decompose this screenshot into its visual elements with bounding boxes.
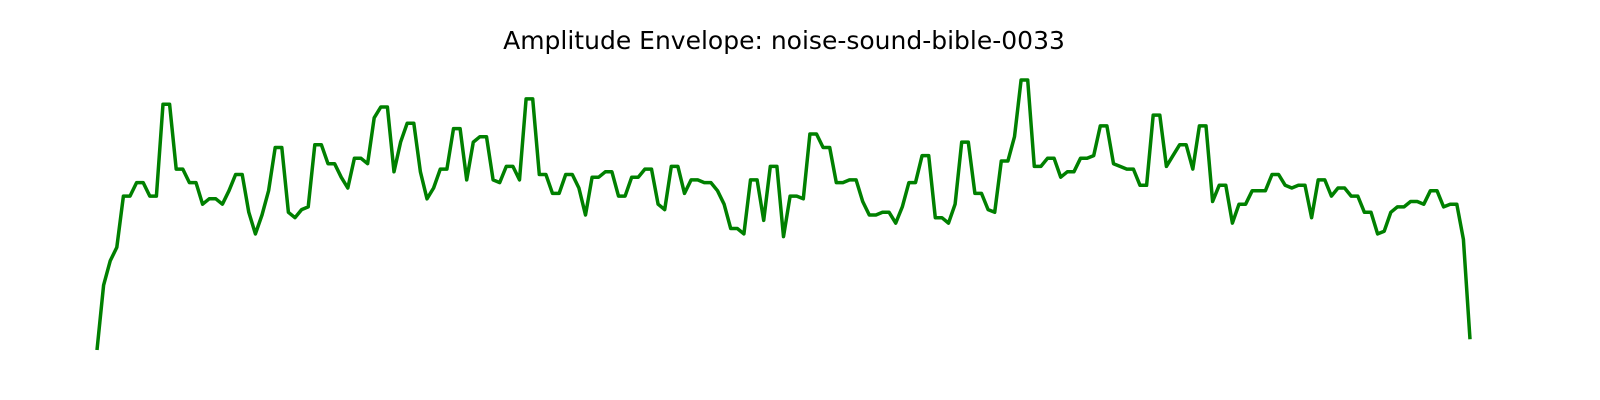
amplitude-line: [95, 78, 1472, 351]
chart-title: Amplitude Envelope: noise-sound-bible-00…: [503, 26, 1065, 55]
